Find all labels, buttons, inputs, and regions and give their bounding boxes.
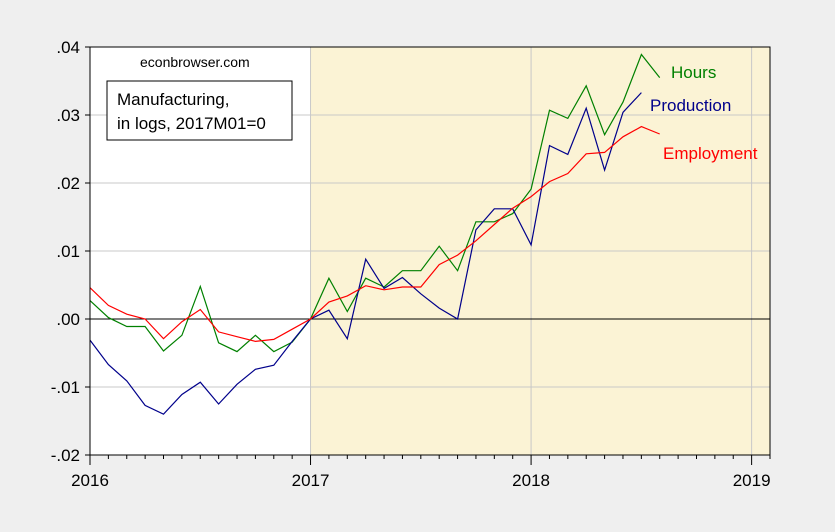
y-tick-label: .04 bbox=[56, 38, 80, 57]
series-line-hours bbox=[89, 53, 661, 353]
y-tick-label: -.01 bbox=[51, 378, 80, 397]
series-line-employment bbox=[89, 125, 660, 343]
series-label-hours: Hours bbox=[671, 63, 716, 82]
y-tick-label: .03 bbox=[56, 106, 80, 125]
x-tick-label: 2018 bbox=[512, 471, 550, 490]
x-axis: 2016 2017 2018 2019 bbox=[71, 455, 771, 490]
annotation-line-2: in logs, 2017M01=0 bbox=[117, 114, 266, 133]
y-tick-label: .02 bbox=[56, 174, 80, 193]
y-axis: .04 .03 .02 .01 .00 -.01 -.02 bbox=[51, 38, 90, 465]
x-tick-label: 2017 bbox=[292, 471, 330, 490]
series-line-production bbox=[89, 92, 642, 415]
series-label-production: Production bbox=[650, 96, 731, 115]
series-label-employment: Employment bbox=[663, 144, 758, 163]
watermark: econbrowser.com bbox=[140, 54, 250, 70]
annotation-box: Manufacturing, in logs, 2017M01=0 bbox=[106, 80, 293, 141]
series-lines bbox=[89, 53, 661, 415]
y-tick-label: .00 bbox=[56, 310, 80, 329]
x-tick-label: 2019 bbox=[733, 471, 771, 490]
y-tick-label: .01 bbox=[56, 242, 80, 261]
y-tick-label: -.02 bbox=[51, 446, 80, 465]
x-tick-label: 2016 bbox=[71, 471, 109, 490]
annotation-line-1: Manufacturing, bbox=[117, 90, 229, 109]
